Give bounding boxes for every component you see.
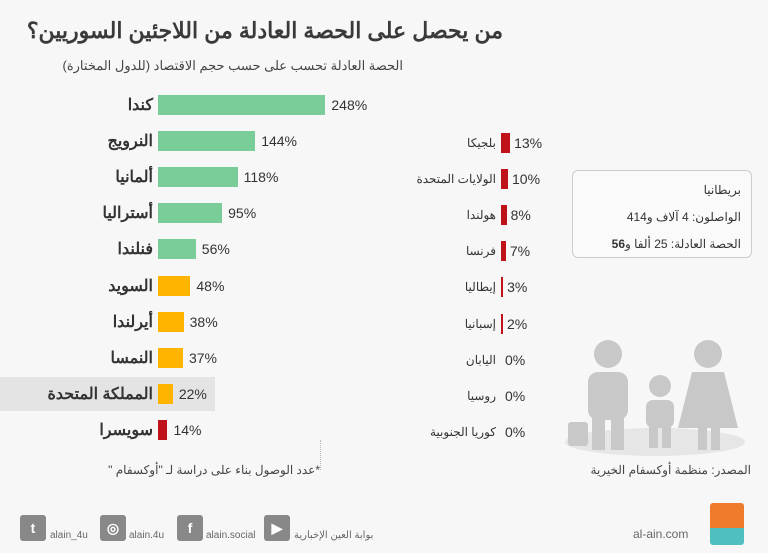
bar	[501, 277, 504, 298]
value-label: 10%	[512, 171, 541, 188]
bar	[501, 205, 507, 226]
value-label: 0%	[505, 351, 526, 368]
value-label: 144%	[261, 133, 297, 150]
bar	[501, 313, 503, 334]
bar	[158, 311, 184, 332]
bar	[158, 347, 183, 368]
category-label: إسبانيا	[464, 316, 496, 331]
bar	[158, 203, 223, 224]
info-country: بريطانيا	[703, 183, 741, 197]
value-label: 48%	[196, 277, 225, 294]
bar	[501, 169, 508, 190]
category-label: ألمانيا	[115, 169, 153, 187]
value-label: 13%	[514, 135, 543, 151]
family-icon	[565, 340, 745, 456]
category-label: كندا	[127, 97, 153, 114]
category-label: النمسا	[110, 349, 153, 367]
category-label: المملكة المتحدة	[47, 385, 153, 403]
bar	[158, 131, 256, 152]
category-label: بلجيكا	[467, 136, 496, 150]
value-label: 118%	[243, 169, 279, 186]
info-fair-share: الحصة العادلة: 25 ألفا و56	[583, 231, 741, 258]
category-label: كوريا الجنوبية	[430, 424, 496, 439]
footnote: *عدد الوصول بناء على دراسة لـ "أوكسفام "	[108, 463, 320, 477]
youtube-handle[interactable]: بوابة العين الإخبارية	[294, 530, 374, 541]
value-label: 22%	[178, 385, 207, 402]
value-label: 95%	[228, 205, 257, 222]
value-label: 56%	[201, 241, 230, 258]
category-label: فرنسا	[465, 244, 496, 259]
info-arrived: الواصلون: 4 آلاف و414	[626, 210, 741, 224]
value-label: 2%	[507, 315, 528, 332]
info-fair-share-label: الحصة العادلة: 25 ألفا و	[625, 237, 741, 251]
youtube-icon[interactable]: ▶	[264, 515, 290, 541]
value-label: 248%	[331, 97, 368, 113]
facebook-handle[interactable]: alain.social	[206, 530, 256, 541]
value-label: 0%	[505, 387, 526, 404]
value-label: 0%	[505, 423, 526, 440]
category-label: أستراليا	[102, 205, 153, 223]
category-label: هولندا	[466, 208, 496, 223]
value-label: 8%	[510, 207, 531, 224]
info-box: بريطانيا الواصلون: 4 آلاف و414 الحصة الع…	[572, 170, 752, 258]
site-url[interactable]: al-ain.com	[633, 527, 689, 541]
bar	[158, 167, 238, 188]
category-label: فنلندا	[117, 241, 153, 259]
bar	[158, 419, 168, 440]
category-label: السويد	[108, 277, 153, 295]
value-label: 7%	[509, 243, 531, 260]
page-title: من يحصل على الحصة العادلة من اللاجئين ال…	[26, 18, 503, 43]
bar	[158, 383, 173, 404]
category-label: إيطاليا	[464, 280, 496, 295]
value-label: 38%	[189, 313, 218, 330]
category-label: أيرلندا	[112, 313, 153, 331]
bar	[501, 241, 506, 262]
bar	[501, 133, 511, 153]
facebook-icon[interactable]: f	[177, 515, 203, 541]
highlight-row	[0, 377, 215, 411]
bar	[158, 239, 196, 260]
divider	[320, 440, 321, 470]
category-label: روسيا	[467, 388, 496, 403]
value-label: 14%	[173, 421, 202, 438]
twitter-icon[interactable]: t	[20, 515, 46, 541]
category-label: سويسرا	[99, 421, 153, 439]
value-label: 3%	[507, 279, 528, 296]
instagram-icon[interactable]: ◎	[100, 515, 126, 541]
info-fair-share-value: 56	[611, 237, 625, 251]
subtitle: الحصة العادلة تحسب على حسب حجم الاقتصاد …	[62, 58, 403, 73]
twitter-handle[interactable]: alain_4u	[50, 530, 88, 541]
bar	[158, 275, 191, 296]
bar	[158, 95, 326, 115]
source-text: المصدر: منظمة أوكسفام الخيرية	[590, 463, 751, 477]
category-label: النرويج	[107, 133, 153, 151]
value-label: 37%	[188, 349, 217, 366]
al-ain-logo	[710, 503, 744, 545]
category-label: الولايات المتحدة	[416, 172, 496, 187]
category-label: اليابان	[465, 352, 496, 367]
instagram-handle[interactable]: alain.4u	[129, 530, 165, 541]
